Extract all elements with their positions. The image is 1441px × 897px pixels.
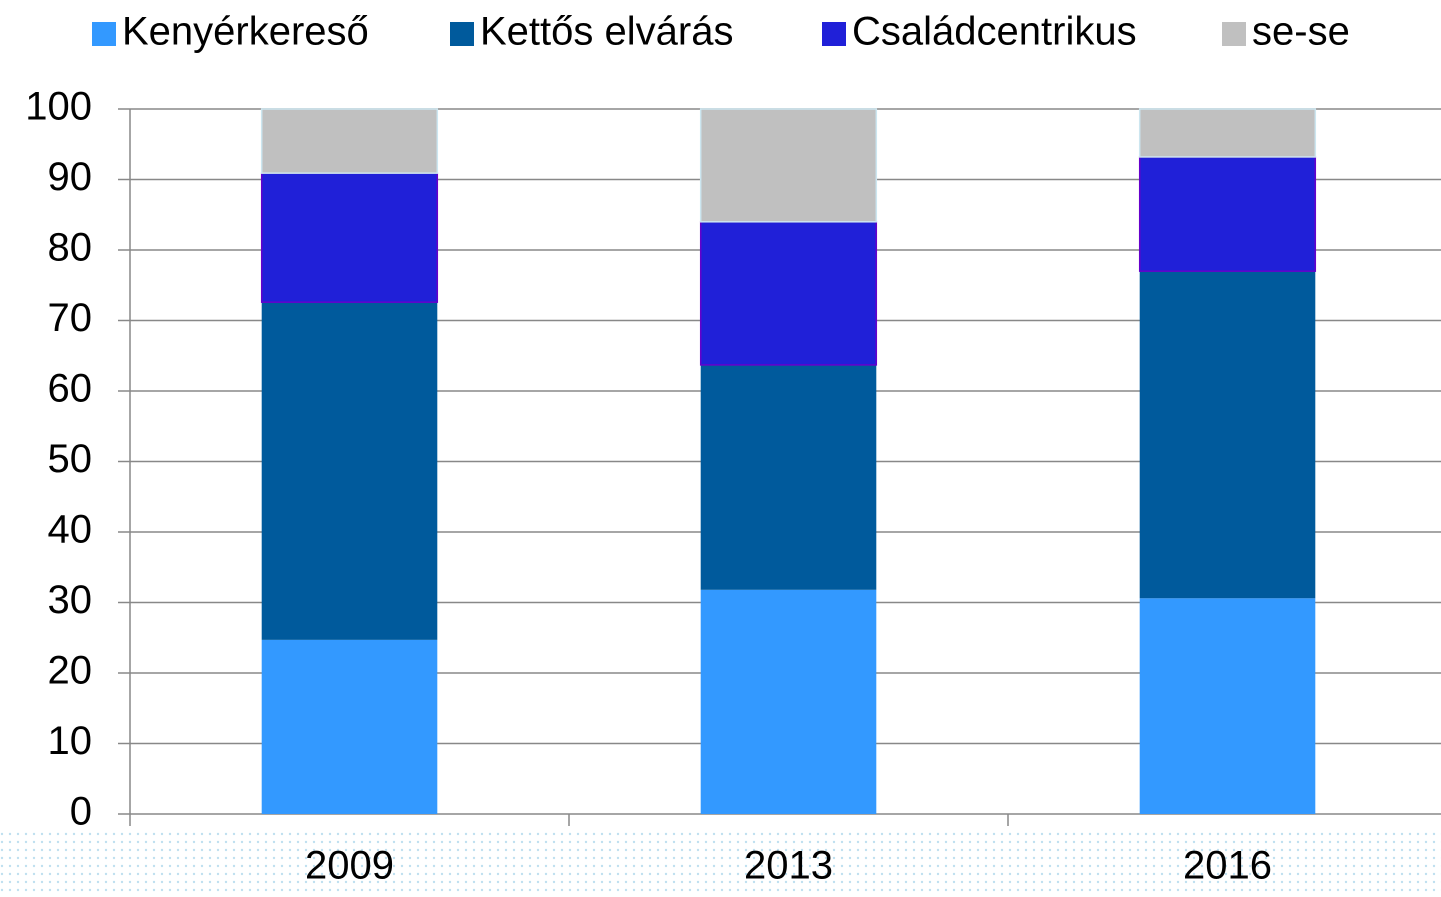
bar-segment — [261, 302, 438, 640]
y-tick-label: 20 — [48, 649, 93, 693]
y-tick-label: 50 — [48, 437, 93, 481]
x-tick-label: 2013 — [744, 844, 833, 888]
legend-swatch — [1222, 22, 1246, 46]
bar-segment — [261, 639, 438, 814]
x-tick-label: 2009 — [305, 844, 394, 888]
bar-segment — [260, 172, 439, 303]
bar-segment — [1138, 108, 1317, 158]
y-tick-label: 90 — [48, 155, 93, 199]
legend-swatch — [450, 22, 474, 46]
bar-segment — [700, 589, 877, 814]
y-tick-label: 30 — [48, 578, 93, 622]
legend-label: Kettős elvárás — [480, 10, 733, 54]
y-tick-label: 0 — [70, 790, 92, 834]
y-tick-label: 80 — [48, 226, 93, 270]
bar-segment — [1139, 598, 1316, 814]
dotted-band — [0, 828, 1441, 892]
bar-segment — [700, 364, 877, 590]
bar-segment — [1139, 271, 1316, 599]
y-tick-label: 60 — [48, 367, 93, 411]
legend-swatch — [822, 22, 846, 46]
y-tick-label: 100 — [25, 85, 92, 129]
legend-label: se-se — [1252, 10, 1350, 54]
legend-label: Családcentrikus — [852, 10, 1137, 54]
bar-segment — [260, 108, 439, 174]
x-tick-label: 2016 — [1183, 844, 1272, 888]
bar-segment — [1138, 156, 1317, 272]
y-tick-label: 40 — [48, 508, 93, 552]
y-tick-label: 10 — [48, 719, 93, 763]
y-tick-label: 70 — [48, 296, 93, 340]
bar-segment — [699, 108, 878, 223]
legend-label: Kenyérkereső — [122, 10, 369, 54]
legend-swatch — [92, 22, 116, 46]
bar-segment — [699, 221, 878, 366]
